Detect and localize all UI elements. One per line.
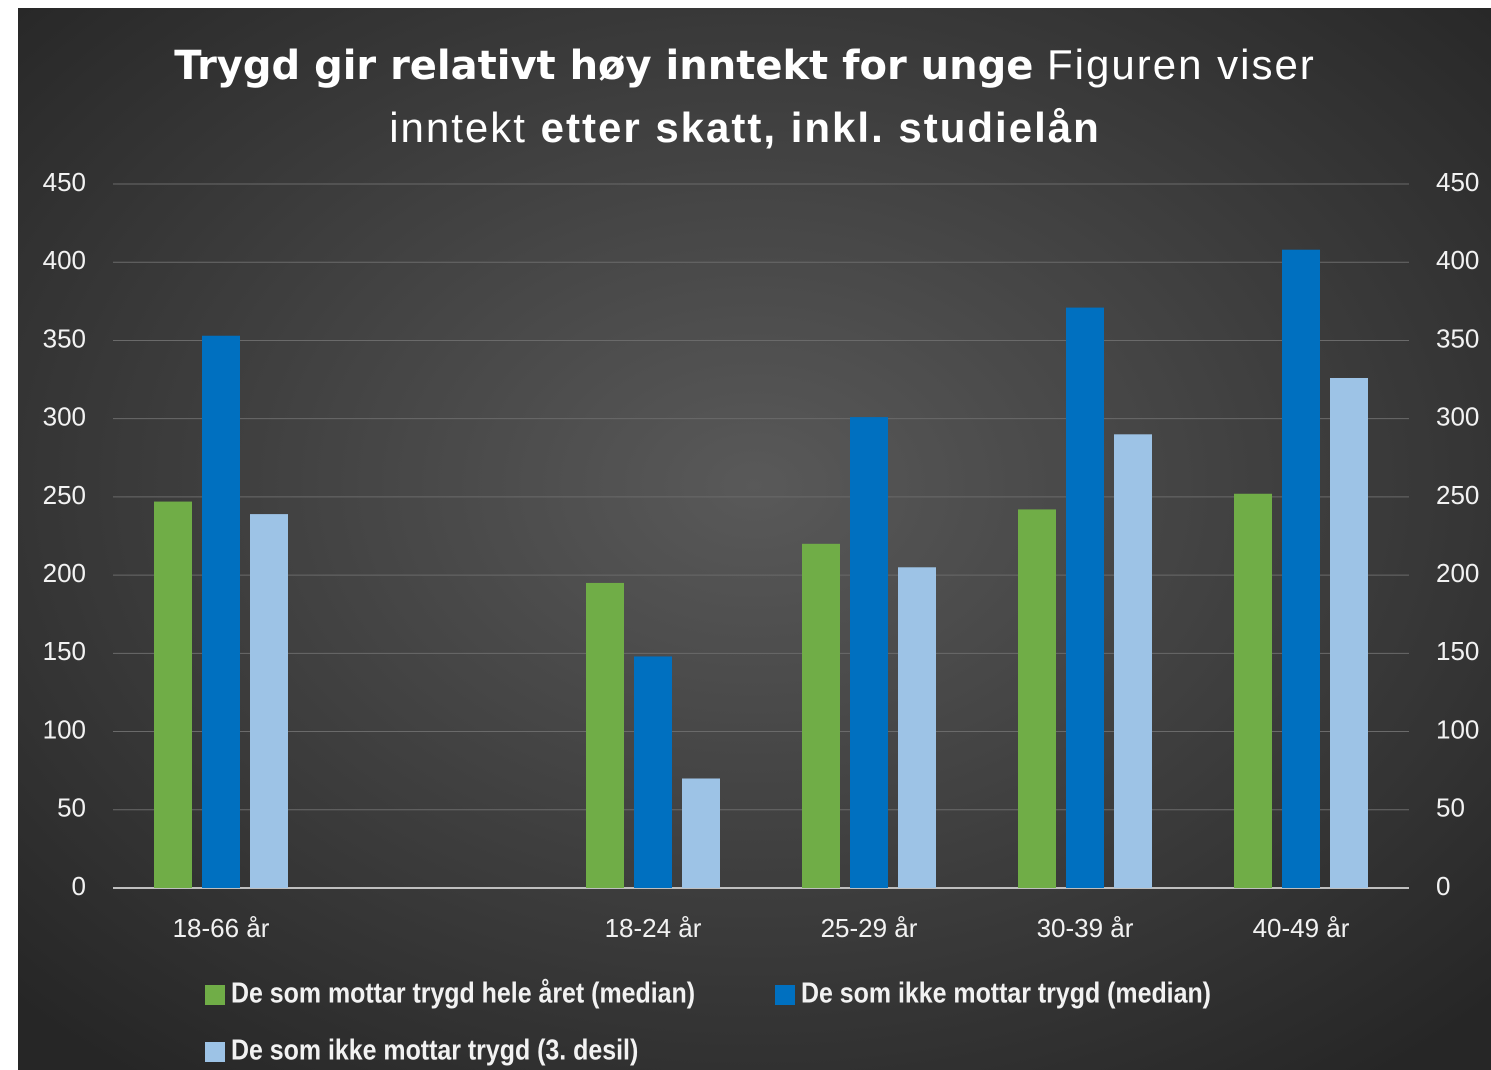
bar: [634, 656, 672, 888]
y-tick-label: 250: [43, 480, 86, 510]
y-tick-label: 400: [43, 245, 86, 275]
chart-title: Trygd gir relativt høy inntekt for unge …: [150, 34, 1340, 159]
y2-tick-label: 450: [1436, 167, 1479, 197]
bar: [1114, 434, 1152, 888]
bar: [202, 335, 240, 888]
title-part: Figuren viser inntekt: [389, 41, 1316, 151]
y2-tick-label: 150: [1436, 636, 1479, 666]
bar: [850, 417, 888, 888]
y-tick-label: 150: [43, 636, 86, 666]
bar: [802, 543, 840, 888]
y-tick-label: 100: [43, 714, 86, 744]
bar: [1234, 493, 1272, 888]
bar: [154, 501, 192, 888]
y-tick-label: 350: [43, 323, 86, 353]
bar: [682, 778, 720, 888]
bar: [1330, 377, 1368, 888]
legend-swatch: [205, 985, 225, 1005]
y-tick-label: 0: [72, 871, 86, 901]
y2-tick-label: 350: [1436, 323, 1479, 353]
y2-tick-label: 300: [1436, 402, 1479, 432]
bar: [586, 582, 624, 888]
x-tick-label: 30-39 år: [1037, 913, 1134, 943]
bar: [1282, 249, 1320, 888]
y2-tick-label: 100: [1436, 714, 1479, 744]
y2-tick-label: 200: [1436, 558, 1479, 588]
x-tick-label: 25-29 år: [821, 913, 918, 943]
y-tick-label: 200: [43, 558, 86, 588]
legend-label: De som ikke mottar trygd (3. desil): [231, 1034, 638, 1066]
legend-swatch: [775, 985, 795, 1005]
x-tick-label: 40-49 år: [1253, 913, 1350, 943]
y2-tick-label: 400: [1436, 245, 1479, 275]
bar: [1018, 509, 1056, 888]
title-part: Trygd gir relativt høy inntekt for unge: [174, 43, 1034, 89]
y-tick-label: 50: [57, 793, 86, 823]
y2-tick-label: 250: [1436, 480, 1479, 510]
bar: [1066, 307, 1104, 888]
y-tick-label: 450: [43, 167, 86, 197]
y2-tick-label: 0: [1436, 871, 1450, 901]
x-tick-label: 18-66 år: [173, 913, 270, 943]
legend-swatch: [205, 1042, 225, 1062]
y-tick-label: 300: [43, 402, 86, 432]
x-tick-label: 18-24 år: [605, 913, 702, 943]
y2-tick-label: 50: [1436, 793, 1465, 823]
legend-label: De som mottar trygd hele året (median): [231, 977, 695, 1009]
bar: [898, 567, 936, 888]
bar: [250, 514, 288, 888]
title-part: etter skatt, inkl. studielån: [540, 104, 1101, 151]
legend-label: De som ikke mottar trygd (median): [801, 977, 1211, 1009]
